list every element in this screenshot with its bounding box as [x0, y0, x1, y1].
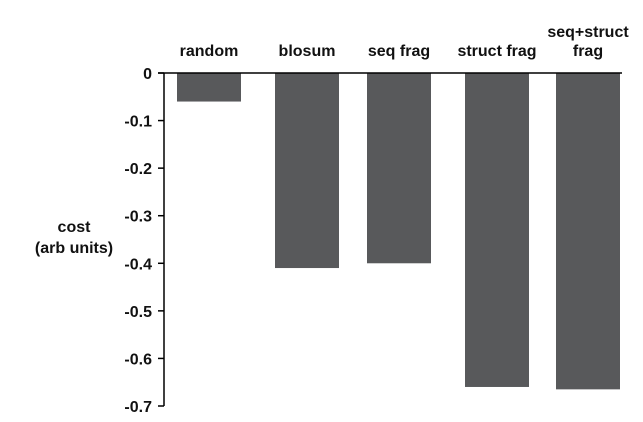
bar-struct-frag [465, 73, 529, 387]
bar-seq-frag [367, 73, 431, 264]
category-label: seq frag [368, 43, 430, 60]
bar-blosum [275, 73, 339, 269]
y-axis-label: (arb units) [35, 240, 113, 257]
y-tick-label: -0.1 [124, 114, 152, 131]
y-tick-label: -0.7 [124, 399, 152, 416]
y-tick-label: 0 [143, 66, 152, 83]
y-axis-label: cost [58, 219, 92, 236]
y-tick-label: -0.2 [124, 161, 152, 178]
category-label: blosum [279, 43, 336, 60]
y-tick-label: -0.5 [124, 304, 152, 321]
category-label: struct frag [457, 43, 536, 60]
bar-random [177, 73, 241, 102]
category-label: frag [573, 43, 603, 60]
bar-seq-struct-frag [556, 73, 620, 390]
category-label: seq+struct [547, 24, 629, 41]
y-tick-label: -0.3 [124, 209, 152, 226]
category-label: random [180, 43, 239, 60]
y-tick-label: -0.6 [124, 351, 152, 368]
y-tick-label: -0.4 [124, 256, 152, 273]
